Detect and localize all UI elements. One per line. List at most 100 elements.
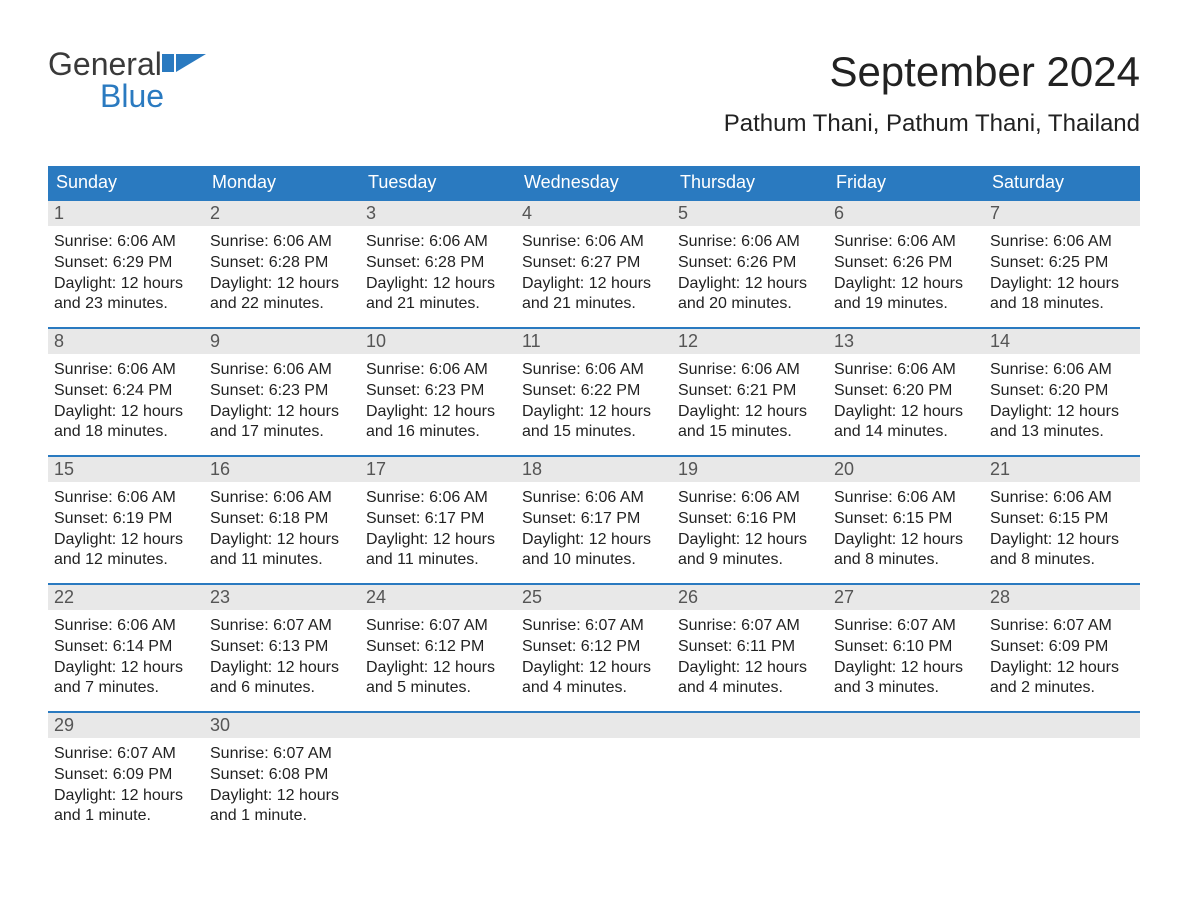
sunset-line: Sunset: 6:17 PM [522, 509, 666, 530]
day-body: Sunrise: 6:06 AMSunset: 6:21 PMDaylight:… [672, 354, 828, 443]
calendar-day: 11Sunrise: 6:06 AMSunset: 6:22 PMDayligh… [516, 327, 672, 455]
d1-line: Daylight: 12 hours [678, 274, 822, 295]
calendar-day: 3Sunrise: 6:06 AMSunset: 6:28 PMDaylight… [360, 199, 516, 327]
sunset-line: Sunset: 6:12 PM [522, 637, 666, 658]
sunset-line: Sunset: 6:27 PM [522, 253, 666, 274]
day-body: Sunrise: 6:07 AMSunset: 6:11 PMDaylight:… [672, 610, 828, 699]
day-number: 11 [516, 327, 672, 354]
sunrise-line: Sunrise: 6:06 AM [366, 360, 510, 381]
d2-line: and 21 minutes. [522, 294, 666, 315]
month-title: September 2024 [724, 48, 1140, 96]
day-number: 13 [828, 327, 984, 354]
d1-line: Daylight: 12 hours [678, 530, 822, 551]
sunset-line: Sunset: 6:21 PM [678, 381, 822, 402]
sunset-line: Sunset: 6:18 PM [210, 509, 354, 530]
day-body: Sunrise: 6:06 AMSunset: 6:15 PMDaylight:… [984, 482, 1140, 571]
calendar-day: 9Sunrise: 6:06 AMSunset: 6:23 PMDaylight… [204, 327, 360, 455]
calendar-day: 4Sunrise: 6:06 AMSunset: 6:27 PMDaylight… [516, 199, 672, 327]
sunrise-line: Sunrise: 6:06 AM [522, 360, 666, 381]
day-body: Sunrise: 6:06 AMSunset: 6:19 PMDaylight:… [48, 482, 204, 571]
d2-line: and 7 minutes. [54, 678, 198, 699]
sunrise-line: Sunrise: 6:06 AM [210, 232, 354, 253]
d1-line: Daylight: 12 hours [210, 274, 354, 295]
calendar-day: 21Sunrise: 6:06 AMSunset: 6:15 PMDayligh… [984, 455, 1140, 583]
sunrise-line: Sunrise: 6:06 AM [678, 488, 822, 509]
day-number: 4 [516, 199, 672, 226]
sunset-line: Sunset: 6:25 PM [990, 253, 1134, 274]
calendar-week: 1Sunrise: 6:06 AMSunset: 6:29 PMDaylight… [48, 199, 1140, 327]
col-wednesday: Wednesday [516, 166, 672, 199]
d1-line: Daylight: 12 hours [210, 530, 354, 551]
sunrise-line: Sunrise: 6:06 AM [210, 360, 354, 381]
d2-line: and 18 minutes. [990, 294, 1134, 315]
sunrise-line: Sunrise: 6:06 AM [54, 616, 198, 637]
sunrise-line: Sunrise: 6:07 AM [990, 616, 1134, 637]
calendar-day: 18Sunrise: 6:06 AMSunset: 6:17 PMDayligh… [516, 455, 672, 583]
day-number: 14 [984, 327, 1140, 354]
col-saturday: Saturday [984, 166, 1140, 199]
sunset-line: Sunset: 6:14 PM [54, 637, 198, 658]
sunrise-line: Sunrise: 6:06 AM [54, 360, 198, 381]
d1-line: Daylight: 12 hours [522, 274, 666, 295]
logo: General Blue [48, 48, 206, 112]
sunset-line: Sunset: 6:13 PM [210, 637, 354, 658]
day-number: 23 [204, 583, 360, 610]
day-body: Sunrise: 6:06 AMSunset: 6:20 PMDaylight:… [984, 354, 1140, 443]
sunrise-line: Sunrise: 6:06 AM [834, 360, 978, 381]
day-number: 1 [48, 199, 204, 226]
sunset-line: Sunset: 6:20 PM [990, 381, 1134, 402]
sunset-line: Sunset: 6:17 PM [366, 509, 510, 530]
d2-line: and 4 minutes. [522, 678, 666, 699]
calendar-day: 28Sunrise: 6:07 AMSunset: 6:09 PMDayligh… [984, 583, 1140, 711]
calendar-day: . [828, 711, 984, 839]
sunrise-line: Sunrise: 6:06 AM [54, 488, 198, 509]
sunrise-line: Sunrise: 6:06 AM [678, 360, 822, 381]
calendar-day: 23Sunrise: 6:07 AMSunset: 6:13 PMDayligh… [204, 583, 360, 711]
d1-line: Daylight: 12 hours [366, 274, 510, 295]
day-body: Sunrise: 6:06 AMSunset: 6:17 PMDaylight:… [516, 482, 672, 571]
sunset-line: Sunset: 6:16 PM [678, 509, 822, 530]
day-body: Sunrise: 6:06 AMSunset: 6:15 PMDaylight:… [828, 482, 984, 571]
day-body: Sunrise: 6:07 AMSunset: 6:12 PMDaylight:… [516, 610, 672, 699]
day-number: 29 [48, 711, 204, 738]
d1-line: Daylight: 12 hours [990, 274, 1134, 295]
d2-line: and 4 minutes. [678, 678, 822, 699]
sunset-line: Sunset: 6:23 PM [210, 381, 354, 402]
day-body: Sunrise: 6:06 AMSunset: 6:25 PMDaylight:… [984, 226, 1140, 315]
day-number: 24 [360, 583, 516, 610]
col-tuesday: Tuesday [360, 166, 516, 199]
sunrise-line: Sunrise: 6:07 AM [366, 616, 510, 637]
d2-line: and 11 minutes. [366, 550, 510, 571]
calendar-day: 17Sunrise: 6:06 AMSunset: 6:17 PMDayligh… [360, 455, 516, 583]
day-body: Sunrise: 6:06 AMSunset: 6:22 PMDaylight:… [516, 354, 672, 443]
day-body: Sunrise: 6:06 AMSunset: 6:18 PMDaylight:… [204, 482, 360, 571]
day-body: Sunrise: 6:07 AMSunset: 6:13 PMDaylight:… [204, 610, 360, 699]
day-number: 25 [516, 583, 672, 610]
d1-line: Daylight: 12 hours [210, 402, 354, 423]
day-number: 20 [828, 455, 984, 482]
d1-line: Daylight: 12 hours [54, 530, 198, 551]
calendar-day: 12Sunrise: 6:06 AMSunset: 6:21 PMDayligh… [672, 327, 828, 455]
logo-word-blue: Blue [48, 78, 164, 114]
d1-line: Daylight: 12 hours [522, 530, 666, 551]
d2-line: and 3 minutes. [834, 678, 978, 699]
day-number: 16 [204, 455, 360, 482]
d2-line: and 15 minutes. [678, 422, 822, 443]
day-number: 17 [360, 455, 516, 482]
d1-line: Daylight: 12 hours [54, 274, 198, 295]
day-number: 5 [672, 199, 828, 226]
header-right: September 2024 Pathum Thani, Pathum Than… [724, 48, 1140, 138]
d2-line: and 20 minutes. [678, 294, 822, 315]
calendar-day: . [360, 711, 516, 839]
d1-line: Daylight: 12 hours [366, 402, 510, 423]
day-body: Sunrise: 6:06 AMSunset: 6:16 PMDaylight:… [672, 482, 828, 571]
d1-line: Daylight: 12 hours [54, 658, 198, 679]
sunrise-line: Sunrise: 6:07 AM [834, 616, 978, 637]
d2-line: and 17 minutes. [210, 422, 354, 443]
sunset-line: Sunset: 6:12 PM [366, 637, 510, 658]
calendar-day: 30Sunrise: 6:07 AMSunset: 6:08 PMDayligh… [204, 711, 360, 839]
sunset-line: Sunset: 6:09 PM [54, 765, 198, 786]
d2-line: and 5 minutes. [366, 678, 510, 699]
sunrise-line: Sunrise: 6:06 AM [834, 488, 978, 509]
day-number: . [984, 711, 1140, 738]
